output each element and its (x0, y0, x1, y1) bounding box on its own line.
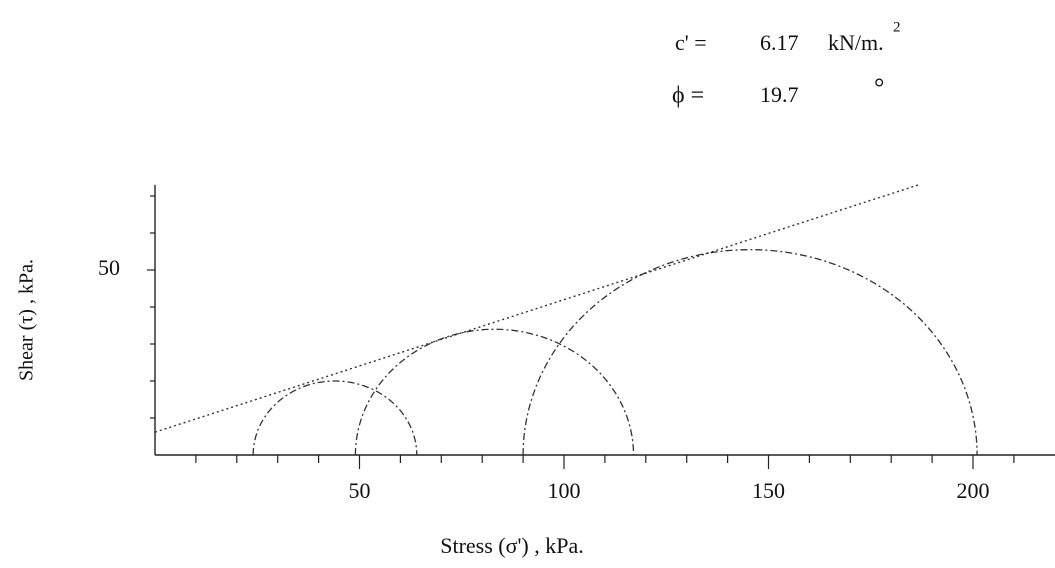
phi-value: 19.7 (760, 82, 799, 107)
y-axis-title: Shear (τ) , kPa. (16, 259, 38, 381)
cohesion-unit-power: 2 (893, 19, 901, 35)
cohesion-unit: kN/m. (828, 30, 884, 55)
mohr-circle (252, 380, 418, 456)
mohr-circle (522, 249, 978, 456)
y-tick-label: 50 (98, 255, 120, 280)
x-tick-label: 200 (957, 478, 990, 503)
phi-label: ϕ = (672, 83, 704, 109)
x-axis-title: Stress (σ') , kPa. (440, 533, 584, 558)
cohesion-value: 6.17 (760, 30, 799, 55)
mohr-circle (354, 328, 635, 456)
x-tick-label: 150 (752, 478, 785, 503)
x-tick-label: 50 (349, 478, 371, 503)
x-tick-label: 100 (548, 478, 581, 503)
phi-unit: ° (874, 73, 884, 102)
cohesion-label: c' = (675, 30, 707, 55)
failure-envelope (154, 184, 919, 433)
